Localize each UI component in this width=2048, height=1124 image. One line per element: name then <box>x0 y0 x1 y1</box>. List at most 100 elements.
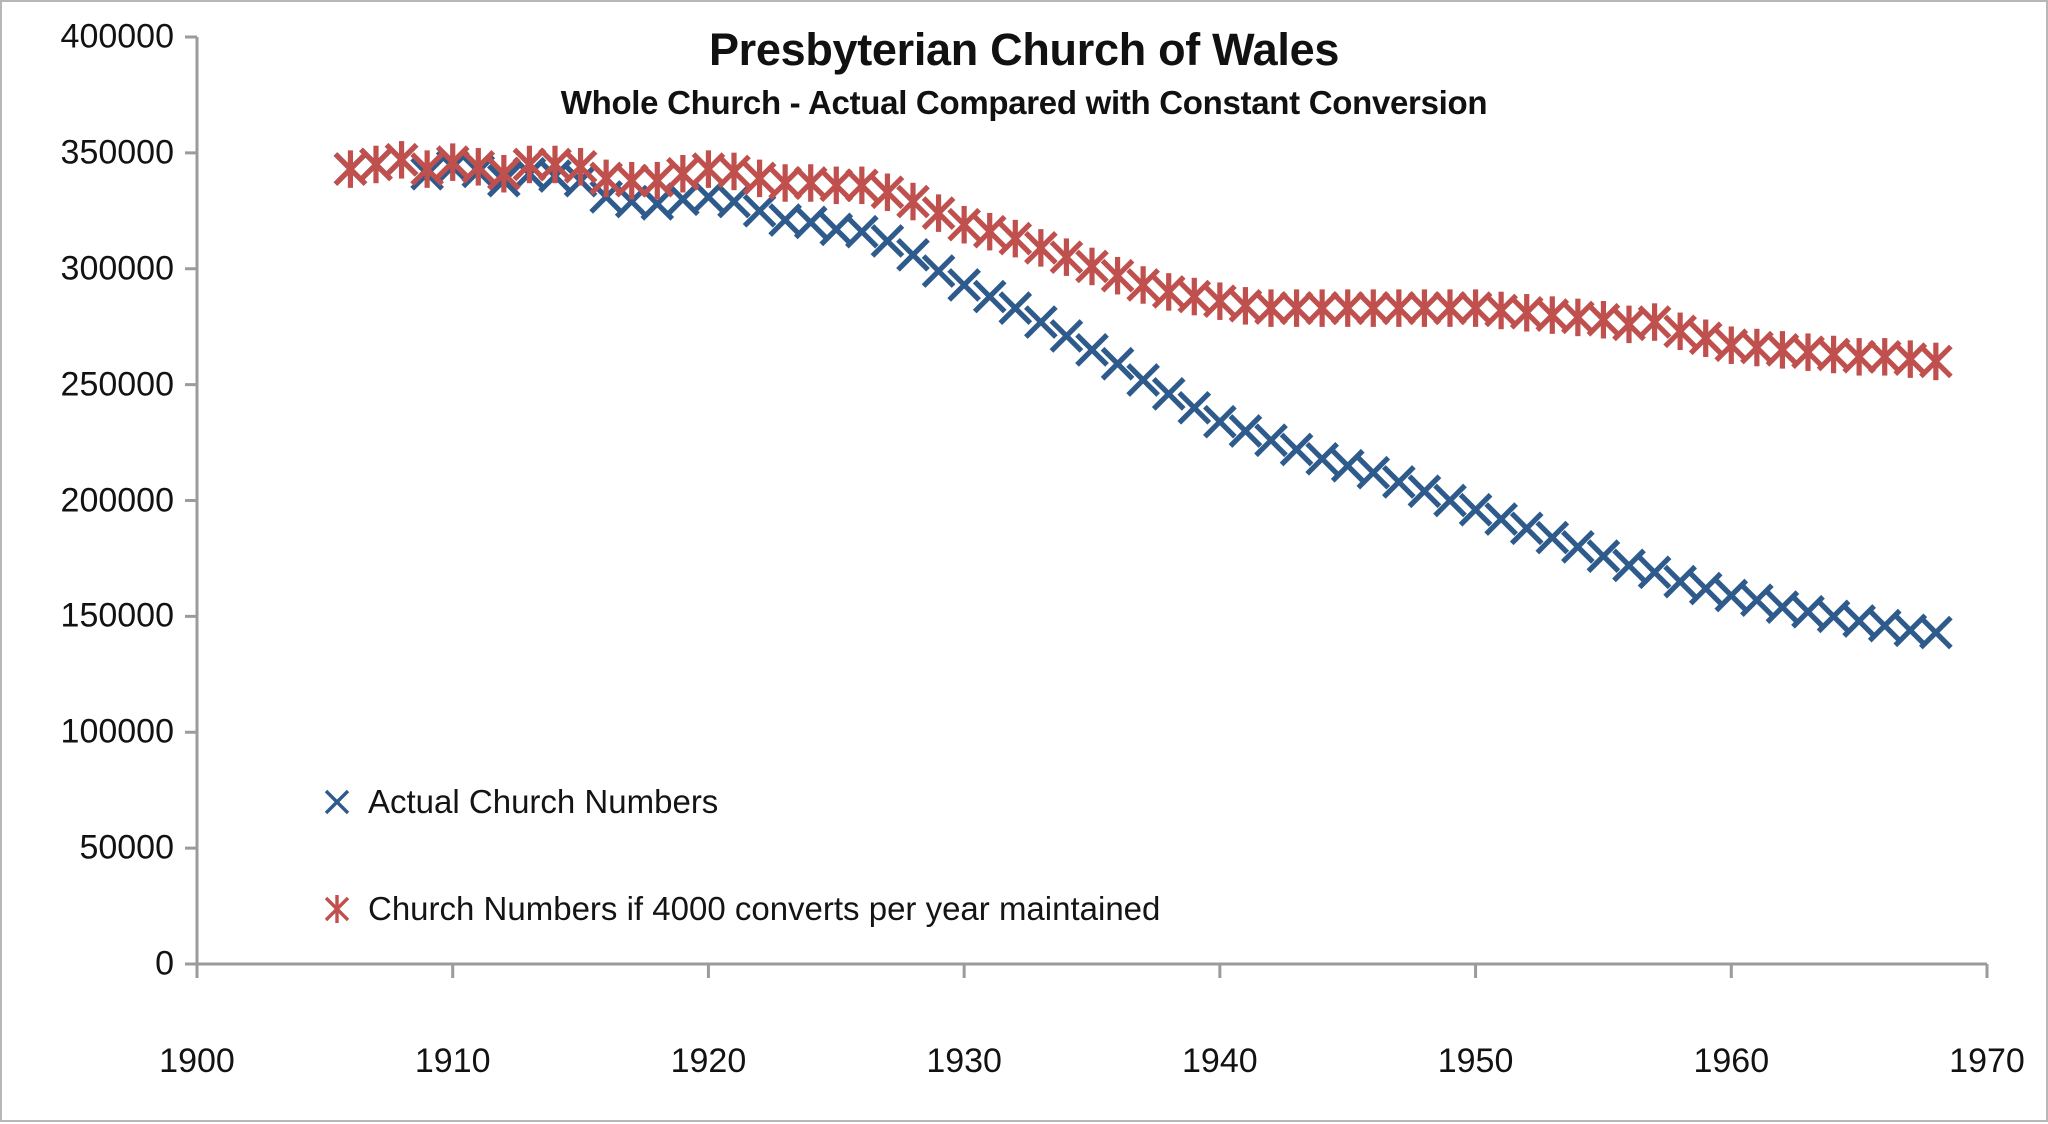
x-tick-label: 1950 <box>1437 1042 1514 1080</box>
data-point <box>1228 287 1263 325</box>
data-point <box>896 182 930 221</box>
data-point <box>1075 333 1109 367</box>
data-point <box>1330 448 1365 483</box>
y-tick-label: 150000 <box>60 596 174 635</box>
data-point <box>384 141 419 179</box>
data-point <box>972 212 1007 251</box>
x-tick-label: 1940 <box>1182 1042 1258 1080</box>
data-point <box>1867 608 1902 643</box>
x-axis-tick-labels: 1900 1910 1920 1930 1940 1950 1960 1970 <box>2 1042 2046 1092</box>
data-point <box>1151 377 1186 411</box>
data-point <box>1100 346 1135 381</box>
data-point <box>1356 289 1391 327</box>
data-point <box>896 238 930 272</box>
legend-item-constant[interactable]: Church Numbers if 4000 converts per year… <box>320 890 1160 928</box>
legend-label-constant: Church Numbers if 4000 converts per year… <box>368 890 1161 927</box>
series-actual <box>333 142 1953 650</box>
data-point <box>1279 289 1314 327</box>
data-point <box>1305 441 1339 476</box>
data-point <box>947 205 981 244</box>
data-point <box>1075 247 1109 286</box>
asterisk-marker-icon <box>324 895 350 923</box>
data-point <box>512 145 547 184</box>
x-marker-icon <box>324 789 350 815</box>
data-point <box>1509 511 1544 546</box>
data-point <box>972 279 1007 314</box>
data-point <box>998 291 1033 325</box>
legend-item-actual[interactable]: Actual Church Numbers <box>320 783 718 821</box>
data-point <box>666 154 700 193</box>
data-point <box>1254 423 1288 458</box>
y-axis-tick-labels: 0 50000 100000 150000 200000 250000 300000 3500… <box>2 2 174 1120</box>
data-point <box>1433 483 1467 518</box>
data-point <box>1637 555 1672 590</box>
y-tick-label: 200000 <box>60 481 174 519</box>
data-point <box>1586 300 1621 339</box>
data-point <box>768 164 802 202</box>
data-point <box>1126 363 1160 397</box>
y-tick-label: 0 <box>155 944 174 983</box>
data-point <box>1458 492 1493 527</box>
data-point <box>1254 289 1288 327</box>
data-point <box>1893 340 1928 378</box>
data-point <box>742 193 777 228</box>
data-point <box>1765 331 1800 369</box>
data-point <box>1484 502 1518 536</box>
data-point <box>1919 342 1953 381</box>
data-point <box>921 254 956 288</box>
x-tick-label: 1920 <box>670 1042 747 1080</box>
series-constant <box>333 141 1953 381</box>
data-point <box>1867 338 1902 376</box>
data-point <box>1688 319 1723 358</box>
data-point <box>1458 289 1493 327</box>
data-point <box>1407 474 1442 509</box>
data-point <box>1791 594 1825 629</box>
y-tick-label: 100000 <box>60 712 174 751</box>
data-point <box>998 219 1033 258</box>
data-point <box>845 166 879 205</box>
data-point <box>1049 319 1084 353</box>
data-point <box>1561 530 1595 564</box>
data-point <box>1484 291 1518 330</box>
data-point <box>819 166 854 205</box>
data-point <box>1816 599 1851 634</box>
data-point <box>1356 455 1391 490</box>
data-point <box>1842 604 1876 638</box>
data-point <box>487 154 521 193</box>
data-point <box>1228 414 1263 448</box>
data-point <box>1177 277 1212 316</box>
data-point <box>1407 289 1442 327</box>
axis-ticks <box>185 35 1989 978</box>
data-point <box>845 214 879 249</box>
legend-label-actual: Actual Church Numbers <box>368 783 719 820</box>
data-point <box>1203 282 1237 320</box>
data-point <box>1305 289 1339 327</box>
data-point <box>1612 548 1646 583</box>
data-point <box>1330 289 1365 327</box>
data-point <box>1509 294 1544 332</box>
data-point <box>1024 305 1058 339</box>
data-point <box>1714 326 1749 364</box>
data-point <box>359 145 393 184</box>
data-point <box>1561 298 1595 337</box>
data-point <box>793 205 828 240</box>
data-point <box>1535 296 1570 334</box>
x-tick-label: 1960 <box>1693 1042 1770 1080</box>
y-tick-label: 400000 <box>60 17 174 56</box>
data-point <box>691 150 726 188</box>
x-tick-label: 1970 <box>1949 1042 2025 1080</box>
data-point <box>1586 539 1621 573</box>
y-tick-label: 250000 <box>60 365 174 404</box>
data-point <box>1919 615 1953 650</box>
y-tick-label: 300000 <box>60 249 174 288</box>
data-point <box>793 164 828 202</box>
data-point <box>410 150 444 188</box>
data-point <box>1791 333 1825 371</box>
data-point <box>1842 338 1876 376</box>
data-point <box>1433 289 1467 327</box>
data-point <box>1100 256 1135 295</box>
data-point <box>1765 590 1800 624</box>
data-point <box>563 148 598 186</box>
data-point <box>1663 312 1697 351</box>
